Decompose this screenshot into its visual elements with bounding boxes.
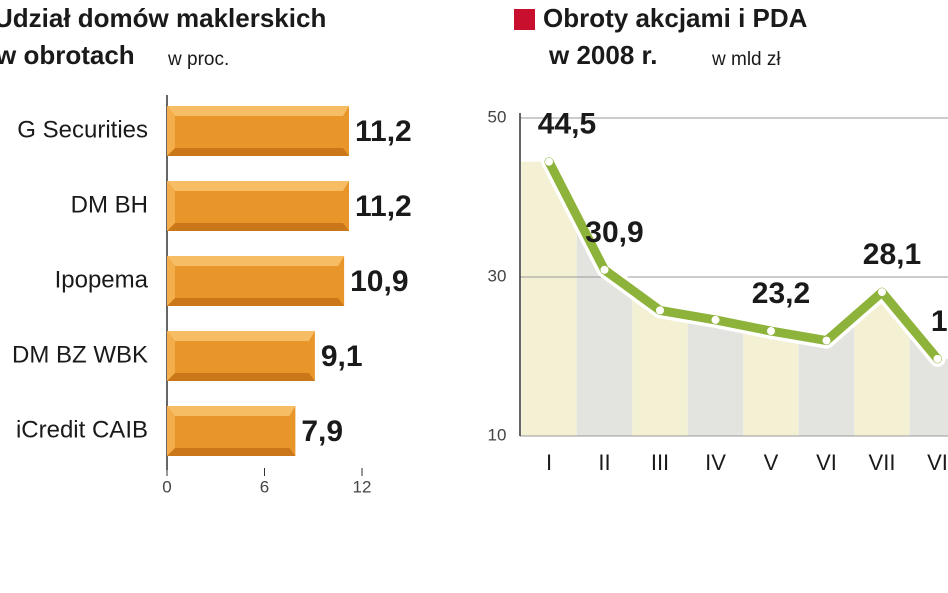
value-label: 23,2 <box>752 277 810 310</box>
value-label: 30,9 <box>585 216 643 249</box>
column-band <box>632 161 688 436</box>
x-tick-label: 12 <box>353 477 372 496</box>
point <box>600 265 609 274</box>
point <box>656 306 664 315</box>
value-label: 9,1 <box>321 340 363 373</box>
bar-bevel <box>167 256 345 266</box>
bar-bevel <box>167 106 349 116</box>
category-label: G Securities <box>17 116 148 143</box>
x-tick-label: II <box>598 450 610 475</box>
title-marker <box>514 9 535 30</box>
y-tick-label: 10 <box>488 425 507 444</box>
bar-bevel <box>167 181 175 231</box>
value-label: 44,5 <box>538 108 596 141</box>
bar-bevel <box>167 406 296 416</box>
category-label: Ipopema <box>55 266 149 293</box>
x-tick-label: 6 <box>260 477 269 496</box>
x-tick-label: 0 <box>162 477 171 496</box>
category-label: DM BZ WBK <box>12 341 148 368</box>
y-tick-label: 30 <box>488 266 507 285</box>
value-label: 28,1 <box>863 238 921 271</box>
bar-bevel <box>167 256 175 306</box>
point <box>822 336 831 345</box>
chart-title: w obrotach <box>0 40 135 70</box>
x-tick-label: VI <box>816 450 837 475</box>
point <box>711 315 720 324</box>
column-band <box>743 161 799 436</box>
unit-label: w mld zł <box>711 49 781 70</box>
x-tick-label: IV <box>705 450 726 475</box>
bar-bevel <box>167 298 345 306</box>
bar-bevel <box>167 406 175 456</box>
point <box>767 327 775 336</box>
x-tick-label: I <box>546 450 552 475</box>
bar-bevel <box>167 373 315 381</box>
value-label: 10,9 <box>350 265 408 298</box>
value-label: 11,2 <box>355 190 412 223</box>
value-label: 11,2 <box>355 115 412 148</box>
category-label: DM BH <box>71 191 148 218</box>
point <box>878 288 886 297</box>
chart-title: Udział domów maklerskich <box>0 3 326 33</box>
bar-bevel <box>167 331 175 381</box>
chart-title: w 2008 r. <box>548 40 657 70</box>
category-label: iCredit CAIB <box>16 416 148 443</box>
bar-bevel <box>167 148 349 156</box>
line <box>544 157 942 364</box>
x-tick-label: VI <box>927 450 948 475</box>
column-band <box>798 161 855 436</box>
bar-bevel <box>167 106 175 156</box>
unit-label: w proc. <box>167 49 229 70</box>
point <box>545 157 553 166</box>
point <box>933 354 942 363</box>
chart-title: Obroty akcjami i PDA <box>543 3 808 33</box>
x-tick-label: V <box>764 450 779 475</box>
value-label: 19 <box>931 305 948 338</box>
column-band <box>687 161 744 436</box>
y-tick-label: 50 <box>488 107 507 126</box>
x-tick-label: VII <box>869 450 896 475</box>
bar-bevel <box>167 223 349 231</box>
bar-bevel <box>167 181 349 191</box>
bar-bevel <box>167 448 296 456</box>
x-tick-label: III <box>651 450 669 475</box>
bar-bevel <box>167 331 315 341</box>
value-label: 7,9 <box>301 415 343 448</box>
